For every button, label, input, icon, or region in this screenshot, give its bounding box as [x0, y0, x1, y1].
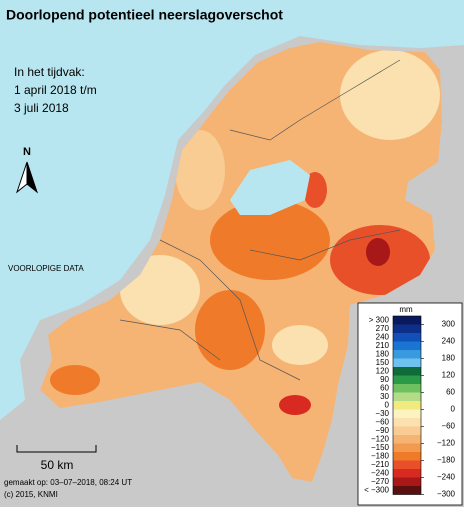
legend-swatch: [393, 341, 421, 350]
scale-bar: [16, 445, 97, 453]
legend-left-label: 180: [376, 349, 390, 358]
legend-left-label: 210: [376, 341, 390, 350]
period-line: 1 april 2018 t/m: [14, 83, 97, 97]
legend-left-label: 30: [380, 392, 389, 401]
legend-right-label: 120: [442, 371, 456, 380]
legend-right-label: −240: [437, 473, 456, 482]
legend-swatch: [393, 426, 421, 435]
borders: [119, 59, 401, 381]
legend-right-label: 240: [442, 337, 456, 346]
map-title: Doorlopend potentieel neerslagoverschot: [6, 7, 283, 23]
provisional-note: VOORLOPIGE DATA: [8, 264, 84, 273]
legend-left-label: 90: [380, 375, 389, 384]
legend-swatch: [393, 392, 421, 401]
legend-left-label: 270: [376, 324, 390, 333]
legend-left-label: −210: [371, 460, 390, 469]
period-line: In het tijdvak:: [14, 65, 85, 79]
legend-left-label: −60: [375, 417, 389, 426]
legend-left-label: −270: [371, 477, 390, 486]
legend-swatch: [393, 443, 421, 452]
legend-left-label: −180: [371, 451, 390, 460]
legend-left-label: 240: [376, 332, 390, 341]
legend-left-label: −90: [375, 426, 389, 435]
legend-left-label: 150: [376, 358, 390, 367]
legend-right-label: 180: [442, 354, 456, 363]
legend-swatch: [393, 324, 421, 333]
legend-swatch: [393, 477, 421, 486]
legend-swatch: [393, 333, 421, 342]
sea: [0, 0, 464, 420]
north-label: N: [23, 146, 31, 158]
legend-left-label: > 300: [369, 315, 390, 324]
legend-swatch: [393, 418, 421, 427]
legend-swatch: [393, 435, 421, 444]
legend-swatch: [393, 358, 421, 367]
legend-left-label: 60: [380, 383, 389, 392]
period-line: 3 juli 2018: [14, 101, 69, 115]
legend-right-label: 0: [451, 405, 456, 414]
scale-label: 50 km: [41, 458, 74, 472]
legend-swatch: [393, 460, 421, 469]
legend-bar-outline: [392, 315, 422, 495]
legend-right-label: −300: [437, 490, 456, 499]
legend-right-label: −120: [437, 439, 456, 448]
legend-unit: mm: [399, 305, 413, 314]
legend-right-label: 60: [446, 388, 455, 397]
legend-swatch: [393, 367, 421, 376]
legend-swatch: [393, 401, 421, 410]
legend-swatch: [393, 486, 421, 495]
legend-left-label: −30: [375, 409, 389, 418]
legend-right-label: −180: [437, 456, 456, 465]
legend-swatch: [393, 384, 421, 393]
legend-left-label: < −300: [364, 485, 389, 494]
legend-left-label: 120: [376, 366, 390, 375]
legend-left-label: −150: [371, 443, 390, 452]
legend-swatch: [393, 375, 421, 384]
made-note: gemaakt op: 03–07–2018, 08:24 UT: [4, 478, 132, 487]
legend-swatch: [393, 469, 421, 478]
legend-right-label: 300: [442, 320, 456, 329]
legend-right-label: −60: [441, 422, 455, 431]
legend-left-label: −240: [371, 468, 390, 477]
legend-swatch: [393, 452, 421, 461]
legend-left-label: 0: [385, 400, 390, 409]
legend-swatch: [393, 316, 421, 325]
north-arrow: [26, 161, 39, 194]
legend-left-label: −120: [371, 434, 390, 443]
legend-swatch: [393, 409, 421, 418]
legend-swatch: [393, 350, 421, 359]
legend: > 3002702402101801501209060300−30−60−90−…: [364, 315, 455, 498]
copyright: (c) 2015, KNMI: [4, 490, 58, 499]
